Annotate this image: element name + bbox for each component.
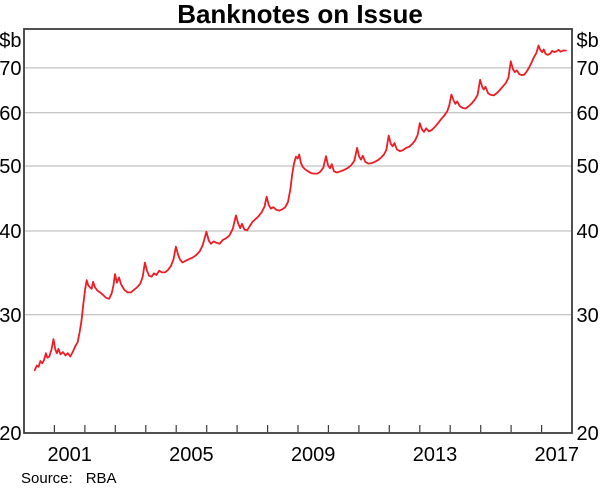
y-axis-label-right-30: 30 — [577, 305, 599, 327]
y-axis-label-right-40: 40 — [577, 221, 599, 243]
x-axis-label-2005: 2005 — [169, 444, 214, 466]
y-unit-label-right: $b — [577, 30, 599, 52]
y-axis-label-right-70: 70 — [577, 58, 599, 80]
chart-title: Banknotes on Issue — [177, 0, 423, 29]
y-axis-label-left-30: 30 — [0, 305, 22, 327]
y-unit-label-left: $b — [0, 30, 22, 52]
source-value: RBA — [85, 470, 117, 487]
y-axis-label-left-60: 60 — [0, 103, 22, 125]
series-line-banknotes-on-issue — [33, 44, 567, 372]
x-axis-label-2013: 2013 — [413, 444, 458, 466]
y-axis-label-left-70: 70 — [0, 58, 22, 80]
y-axis-label-left-50: 50 — [0, 156, 22, 178]
y-axis-label-left-20: 20 — [0, 423, 22, 445]
plot-frame — [23, 28, 573, 434]
x-axis-label-2001: 2001 — [47, 444, 92, 466]
y-axis-label-left-40: 40 — [0, 221, 22, 243]
x-axis-label-2009: 2009 — [291, 444, 336, 466]
x-axis-label-2017: 2017 — [535, 444, 580, 466]
y-axis-label-right-20: 20 — [577, 423, 599, 445]
source-note: Source: RBA — [21, 470, 117, 487]
source-label: Source: — [21, 470, 73, 487]
y-axis-label-right-50: 50 — [577, 156, 599, 178]
y-axis-label-right-60: 60 — [577, 103, 599, 125]
